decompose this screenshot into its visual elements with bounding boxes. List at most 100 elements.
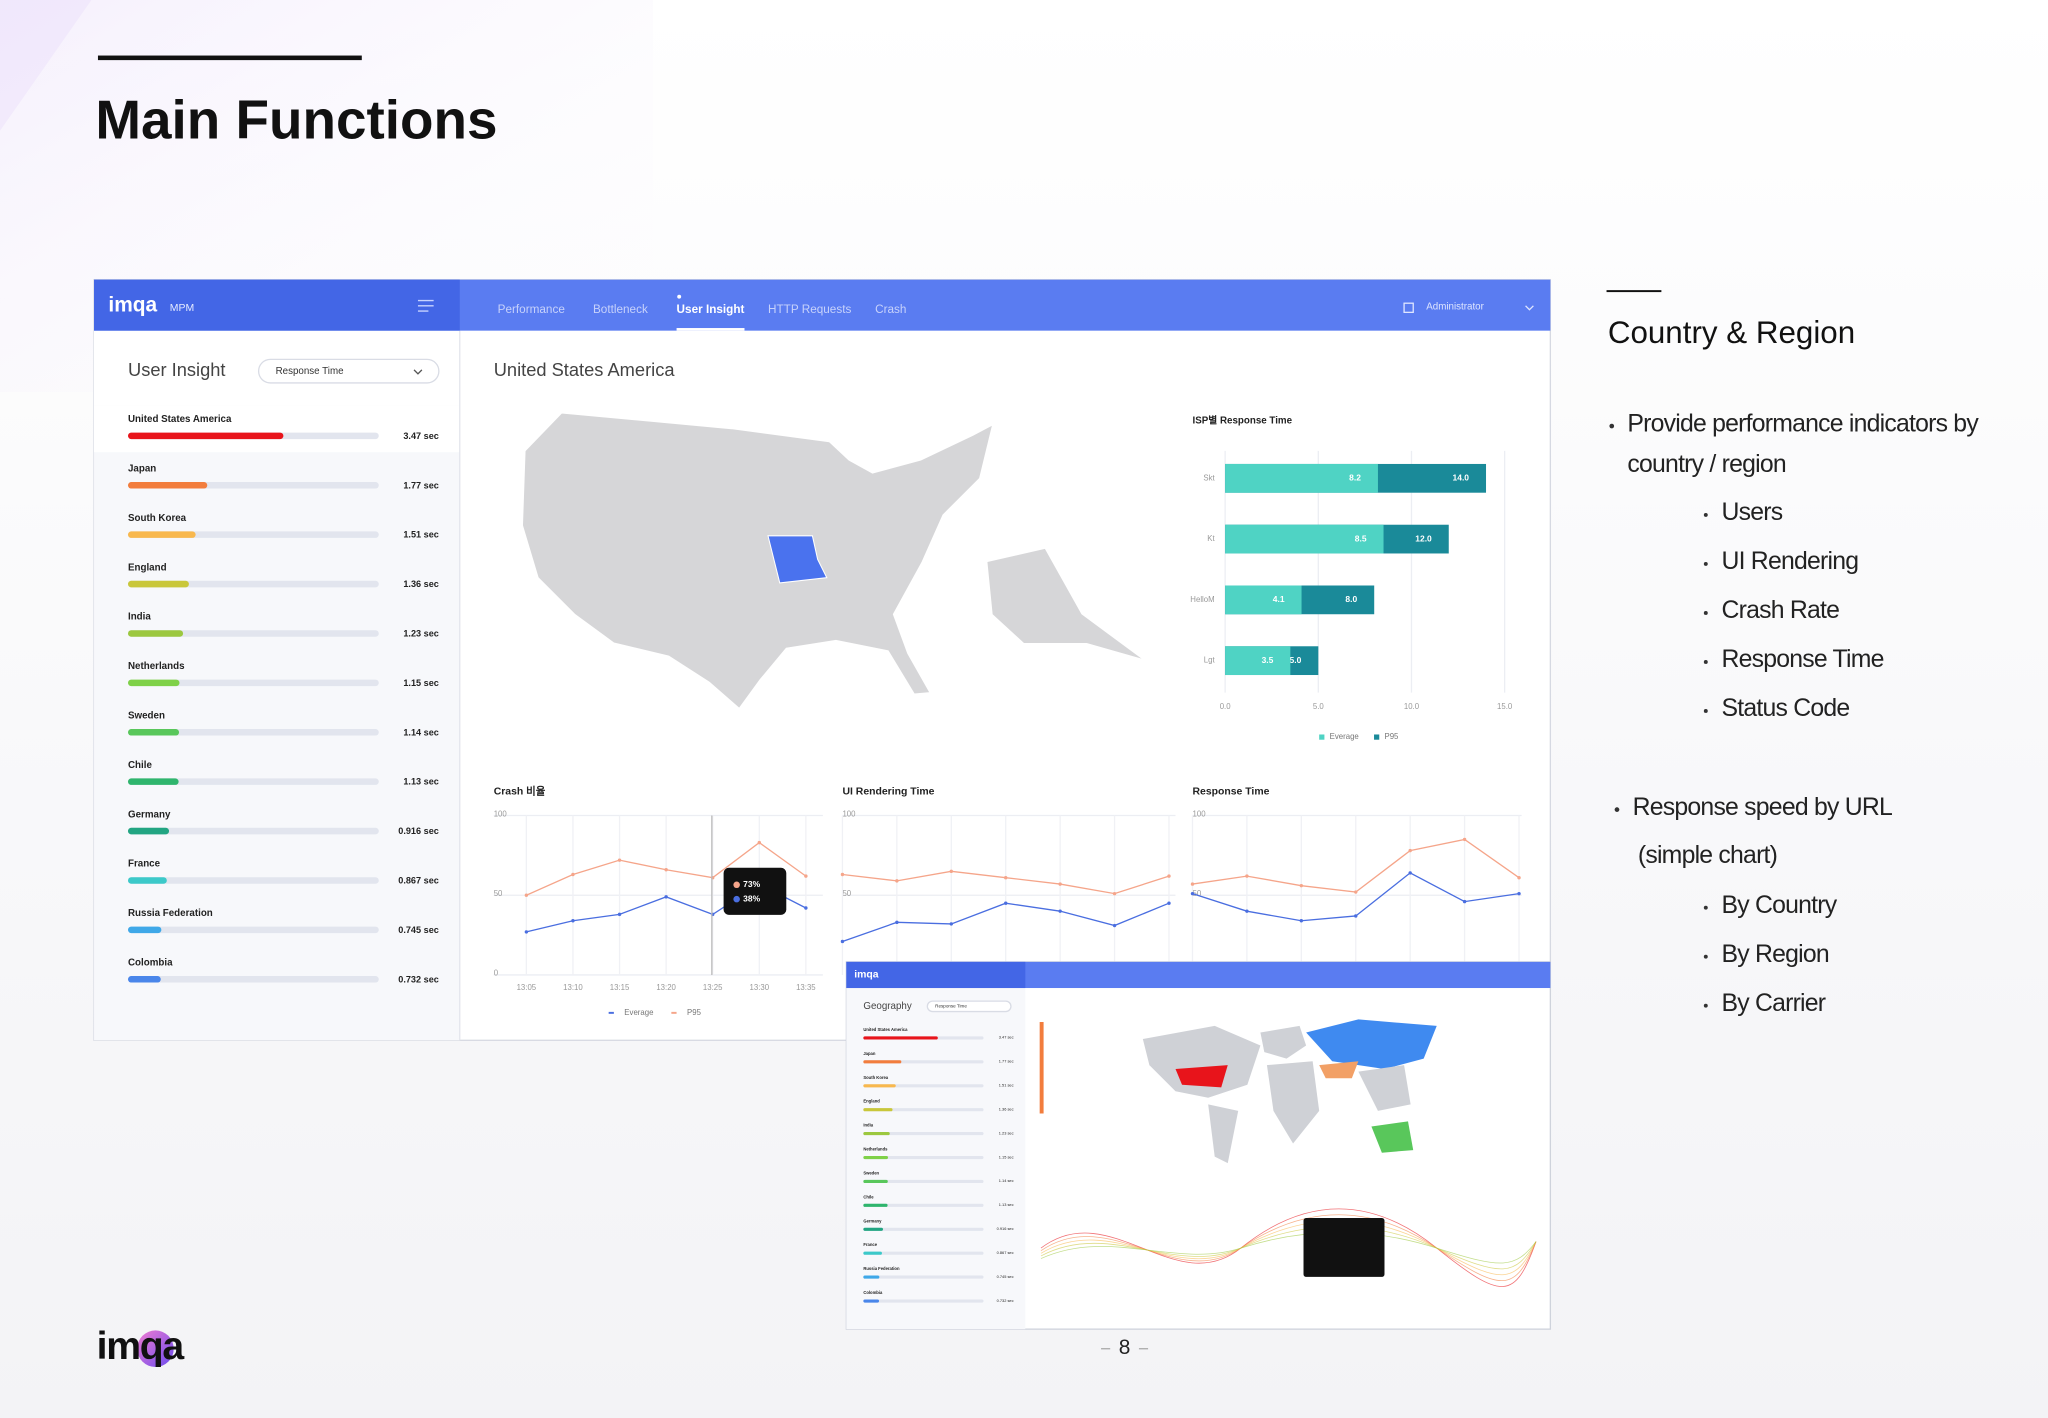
country-bar [128,679,180,687]
world-region [1306,1019,1437,1070]
nav-item: User Insight [677,303,745,316]
user-caret [1525,305,1534,311]
country-value: 1.14 sec [403,727,439,737]
nav-item: HTTP Requests [768,303,851,316]
series-point [524,893,529,897]
series-point [664,895,668,899]
overlay-bar-track [863,1132,984,1136]
bar-track [128,877,379,884]
series-point [840,872,845,877]
overlay-tooltip [1303,1218,1385,1277]
overlay-country-name: Sweden [863,1170,879,1175]
series-point [1462,899,1467,904]
series-point [617,912,622,917]
legend-swatch [1319,734,1325,740]
overlay-dropdown-label: Response Time [935,1004,967,1009]
panel-item-text: (simple chart) [1638,842,1777,869]
footer-logo: imqa [97,1325,186,1368]
bar-track [128,728,379,736]
overlay-country-name: Russia Federation [863,1266,900,1271]
isp-bar [1225,524,1384,554]
user-name: Administrator [1426,302,1484,313]
sub-bullet [1703,905,1708,910]
dropdown-caret [413,369,423,375]
overlay-country-name: South Korea [863,1075,888,1080]
country-bar [128,481,208,489]
tooltip [723,867,787,915]
series-point [1462,837,1467,842]
overlay-country-value: 0.916 sec [997,1226,1014,1231]
series-point [1112,923,1117,928]
overlay-country-name: England [863,1099,880,1104]
world-region [1319,1061,1359,1079]
panel-item-text: Provide performance indicators by [1627,410,1979,437]
overlay-country-bar [863,1299,880,1303]
isp-value-label: 4.1 [1273,594,1285,604]
country-name: India [128,612,151,623]
series-point [1245,909,1249,913]
sub-bullet [1703,709,1708,713]
series-point [1004,901,1008,905]
country-name: Japan [128,464,156,475]
overlay-country-bar [863,1251,882,1255]
overlay-country-value: 0.867 sec [997,1250,1014,1255]
state-highlight [767,535,828,584]
sidebar-row-active [94,405,460,453]
overlay-country-value: 1.13 sec [999,1202,1014,1207]
overlay-bar-track [863,1108,984,1112]
sub-bullet [1703,1003,1708,1008]
overlay-country-name: Japan [863,1051,876,1056]
series-point [1408,871,1412,875]
isp-value-label: 14.0 [1453,473,1470,483]
country-bar [128,580,189,588]
world-region [1208,1104,1239,1164]
overlay-wave [1040,1214,1537,1281]
map-title: United States America [494,359,676,380]
isp-xtick: 10.0 [1404,702,1420,711]
overlay-country-name: Colombia [863,1290,883,1295]
bar-track [128,778,379,785]
overlay-country-value: 3.47 sec [999,1035,1014,1040]
nav-item: Crash [875,303,906,316]
country-bar [128,926,162,934]
series-point [1058,909,1062,913]
country-bar [128,630,184,637]
tooltip-text: 73% [743,879,760,889]
overlay-bar-track [863,1227,984,1231]
series-point [1299,883,1304,888]
country-value: 1.13 sec [403,777,439,787]
overlay-country-value: 1.23 sec [999,1130,1014,1135]
user-lock [1403,302,1414,314]
series-point [571,919,575,923]
isp-xtick: 5.0 [1313,702,1325,711]
y-tick-label: 100 [494,809,508,818]
overlay-country-name: Netherlands [863,1147,888,1152]
country-value: 0.867 sec [398,876,439,886]
y-tick-label: 0 [494,969,499,978]
country-value: 0.745 sec [398,925,439,935]
page-number: 8 [1119,1336,1131,1359]
series-point [664,868,668,872]
overlay-country-bar [863,1203,888,1207]
y-tick-label: 100 [1192,809,1206,818]
overlay-country-name: Germany [863,1218,882,1223]
panel-subitem: Status Code [1721,695,1849,722]
panel-subitem: Users [1721,499,1782,526]
sub-bullet [1703,561,1708,566]
bullet [1614,807,1620,812]
bar-track [128,976,379,983]
overlay-country-bar [863,1084,896,1088]
x-tick-label: 13:35 [796,983,816,992]
legend-label: Everage [624,1008,653,1017]
series-point [1354,890,1358,894]
series-point [895,920,899,925]
panel-rule [1606,290,1662,293]
country-bar [128,531,196,538]
country-bar [128,827,170,835]
isp-bar [1225,585,1302,615]
country-bar [128,728,180,736]
country-name: Chile [128,760,152,771]
overlay-country-bar [863,1060,902,1064]
